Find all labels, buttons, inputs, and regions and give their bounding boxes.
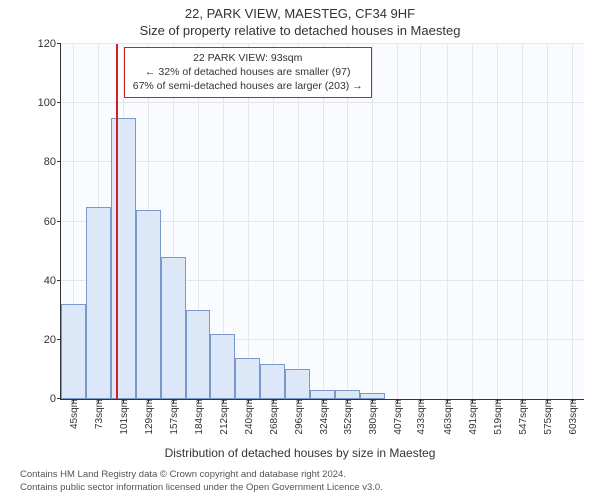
gridline-vertical <box>447 44 448 399</box>
y-tick-mark <box>57 43 61 44</box>
x-tick-label: 324sqm <box>317 399 330 435</box>
x-tick-label: 129sqm <box>142 399 155 435</box>
histogram-bar <box>136 210 161 399</box>
y-tick-mark <box>57 280 61 281</box>
x-axis-label: Distribution of detached houses by size … <box>0 446 600 460</box>
x-tick-label: 407sqm <box>391 399 404 435</box>
footer-line-2: Contains public sector information licen… <box>20 482 588 494</box>
x-tick-label: 519sqm <box>491 399 504 435</box>
histogram-bar <box>111 118 136 399</box>
x-tick-label: 240sqm <box>242 399 255 435</box>
x-tick-label: 73sqm <box>92 399 105 429</box>
marker-line <box>116 44 118 399</box>
annotation-line-2: ← 32% of detached houses are smaller (97… <box>133 65 363 79</box>
x-tick-mark <box>447 399 448 403</box>
page-title: 22, PARK VIEW, MAESTEG, CF34 9HF <box>0 0 600 21</box>
x-tick-label: 101sqm <box>117 399 130 435</box>
annotation-box: 22 PARK VIEW: 93sqm← 32% of detached hou… <box>124 47 372 98</box>
x-tick-label: 433sqm <box>414 399 427 435</box>
x-tick-label: 575sqm <box>541 399 554 435</box>
y-tick-label: 120 <box>38 38 61 50</box>
footer-line-1: Contains HM Land Registry data © Crown c… <box>20 469 588 481</box>
histogram-bar <box>210 334 235 399</box>
x-tick-mark <box>248 399 249 403</box>
x-tick-mark <box>198 399 199 403</box>
x-tick-mark <box>73 399 74 403</box>
y-tick-label: 100 <box>38 97 61 109</box>
y-tick-mark <box>57 102 61 103</box>
gridline-vertical <box>572 44 573 399</box>
gridline-vertical <box>497 44 498 399</box>
x-tick-label: 157sqm <box>167 399 180 435</box>
plot-region: 02040608010012045sqm73sqm101sqm129sqm157… <box>60 44 584 400</box>
x-tick-label: 463sqm <box>441 399 454 435</box>
x-tick-mark <box>572 399 573 403</box>
chart-container: 22, PARK VIEW, MAESTEG, CF34 9HF Size of… <box>0 0 600 500</box>
x-tick-label: 491sqm <box>466 399 479 435</box>
y-tick-label: 60 <box>44 216 61 228</box>
footer-credits: Contains HM Land Registry data © Crown c… <box>20 469 588 494</box>
page-subtitle: Size of property relative to detached ho… <box>0 21 600 38</box>
x-tick-mark <box>173 399 174 403</box>
y-tick-label: 0 <box>50 393 61 405</box>
x-tick-label: 380sqm <box>366 399 379 435</box>
histogram-bar <box>86 207 111 399</box>
gridline-vertical <box>522 44 523 399</box>
y-tick-mark <box>57 161 61 162</box>
x-tick-mark <box>323 399 324 403</box>
x-tick-mark <box>397 399 398 403</box>
x-tick-label: 268sqm <box>267 399 280 435</box>
x-tick-label: 45sqm <box>67 399 80 429</box>
y-tick-mark <box>57 221 61 222</box>
histogram-bar <box>310 390 335 399</box>
histogram-bar <box>335 390 360 399</box>
gridline-vertical <box>472 44 473 399</box>
x-tick-mark <box>148 399 149 403</box>
x-tick-mark <box>497 399 498 403</box>
x-tick-mark <box>273 399 274 403</box>
x-tick-mark <box>298 399 299 403</box>
x-tick-mark <box>372 399 373 403</box>
x-tick-mark <box>123 399 124 403</box>
x-tick-label: 212sqm <box>217 399 230 435</box>
gridline-vertical <box>420 44 421 399</box>
x-tick-mark <box>547 399 548 403</box>
histogram-bar <box>161 257 186 399</box>
x-tick-label: 296sqm <box>292 399 305 435</box>
histogram-bar <box>285 369 310 399</box>
x-tick-label: 352sqm <box>341 399 354 435</box>
x-tick-mark <box>472 399 473 403</box>
annotation-line-3: 67% of semi-detached houses are larger (… <box>133 79 363 93</box>
annotation-line-1: 22 PARK VIEW: 93sqm <box>133 51 363 65</box>
histogram-bar <box>360 393 385 399</box>
chart-area: Number of detached properties 0204060801… <box>38 44 588 422</box>
gridline-vertical <box>547 44 548 399</box>
x-tick-mark <box>347 399 348 403</box>
x-tick-label: 547sqm <box>516 399 529 435</box>
gridline-vertical <box>397 44 398 399</box>
x-tick-mark <box>223 399 224 403</box>
y-tick-label: 40 <box>44 275 61 287</box>
histogram-bar <box>186 310 210 399</box>
y-tick-label: 80 <box>44 156 61 168</box>
gridline-vertical <box>372 44 373 399</box>
x-tick-label: 603sqm <box>566 399 579 435</box>
histogram-bar <box>61 304 86 399</box>
histogram-bar <box>260 364 285 400</box>
x-tick-mark <box>522 399 523 403</box>
x-tick-label: 184sqm <box>192 399 205 435</box>
histogram-bar <box>235 358 260 399</box>
x-tick-mark <box>98 399 99 403</box>
y-tick-label: 20 <box>44 334 61 346</box>
x-tick-mark <box>420 399 421 403</box>
